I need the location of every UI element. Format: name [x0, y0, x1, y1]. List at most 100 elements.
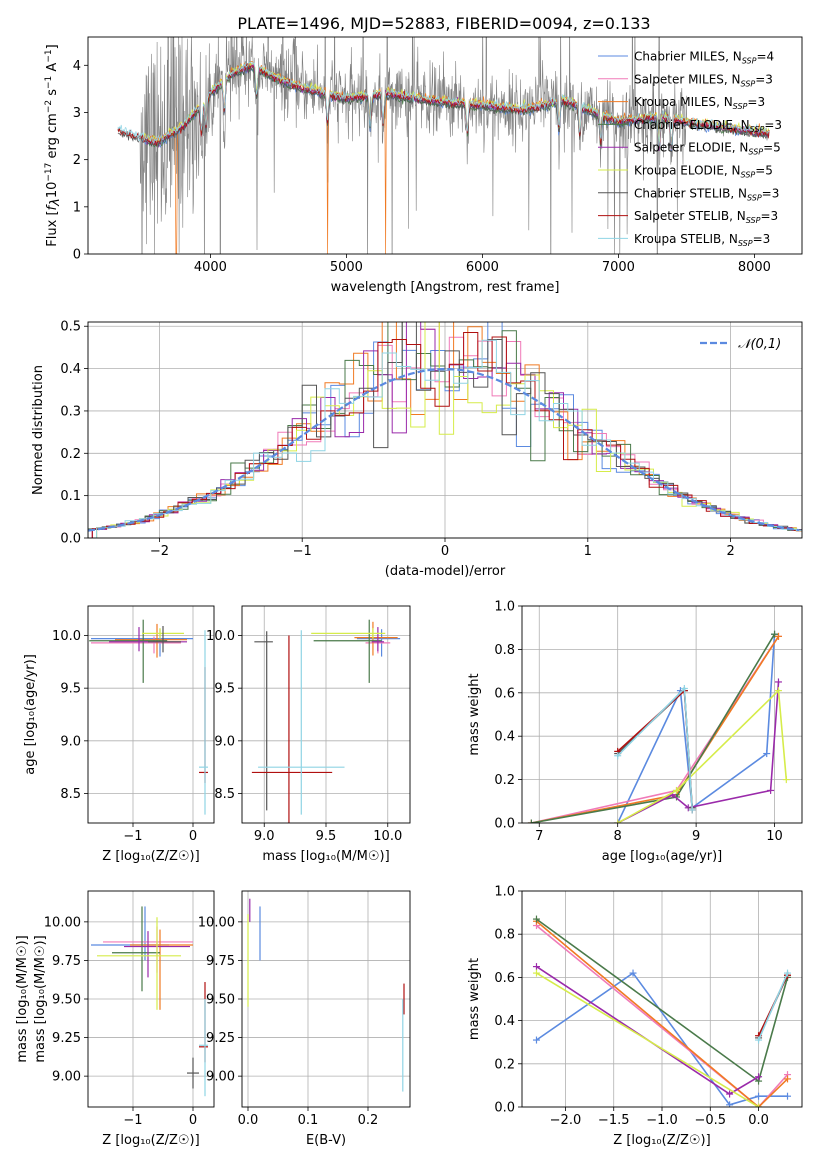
legend-label: Salpeter ELODIE, NSSP=5 [634, 141, 781, 157]
weight-marker [774, 687, 782, 695]
x-tick-label: 0.0 [748, 1113, 769, 1128]
x-tick-label: 10.0 [373, 829, 402, 844]
weight-marker [527, 819, 535, 823]
y-tick-label: 9.50 [52, 993, 81, 1008]
y-tick-label: 0.3 [60, 404, 81, 419]
legend-name: Kroupa ELODIE [634, 164, 724, 178]
y-tick-label: 0.8 [494, 643, 515, 658]
legend-label: Kroupa ELODIE, NSSP=5 [634, 164, 773, 180]
x-tick-label: 2 [726, 544, 734, 559]
legend-ssp-subscript: SSP [741, 79, 756, 88]
legend-name: Chabrier STELIB [634, 186, 730, 200]
weight-series-line [617, 688, 693, 811]
y-axis-label: Flux [fλ10−17 erg cm−2 s−1 A−1] [44, 44, 63, 246]
legend-n-value: 3 [771, 209, 779, 223]
y-label-part: erg cm [45, 113, 60, 162]
y-tick-label: 0.2 [494, 773, 515, 788]
weight-marker [784, 1092, 792, 1100]
legend-n-prefix: , N [732, 141, 749, 155]
legend-ssp-subscript: SSP [738, 239, 753, 248]
axes-frame [87, 605, 215, 824]
y-tick-label: 8.5 [60, 787, 81, 802]
errorbar-point [199, 630, 208, 815]
errorbar-point [130, 929, 193, 1010]
y-tick-label: 2 [73, 153, 81, 168]
legend-n-value: 5 [765, 164, 773, 178]
legend-n-value: 4 [767, 50, 775, 64]
y-label-part: f [45, 203, 60, 210]
x-tick-label: 0.0 [238, 1113, 259, 1128]
x-axis-label: mass [log₁₀(M/M☉)] [262, 849, 389, 864]
legend-ssp-subscript: SSP [750, 125, 765, 134]
plot-area [91, 906, 208, 1097]
x-tick-label: −1.5 [598, 1113, 630, 1128]
residual-histogram-step [88, 322, 802, 538]
weight-series-line [536, 965, 760, 1095]
y-label-part: ] [45, 44, 60, 49]
y-tick-label: 9.00 [52, 1070, 81, 1085]
legend-label: Chabrier MILES, NSSP=4 [634, 50, 774, 66]
x-tick-label: −1 [123, 829, 142, 844]
weight-marker [767, 786, 775, 794]
legend-eq: = [747, 95, 757, 109]
weight-series-line [531, 635, 780, 823]
legend-label: Chabrier ELODIE, NSSP=3 [634, 118, 782, 134]
y-axis-label: Normed distribution [31, 365, 46, 495]
weight-marker [771, 630, 779, 638]
y-tick-label: 9.25 [52, 1031, 81, 1046]
y-tick-label: 0.0 [60, 532, 81, 547]
plot-area [251, 619, 401, 823]
legend-ssp-subscript: SSP [733, 102, 748, 111]
y-label-part: λ [48, 198, 63, 207]
errorbar-point [89, 619, 168, 683]
legend-label: Kroupa STELIB, NSSP=3 [634, 232, 770, 248]
legend-ssp-subscript: SSP [746, 216, 761, 225]
x-tick-label: 0 [441, 544, 449, 559]
weight-marker [755, 1092, 763, 1100]
panel-age_vs_Z: −1 0 8.5 9.0 9.5 10.0 Z [log₁₀(Z/Z☉)] age [log₁… [23, 605, 215, 864]
x-tick-label: 9.0 [254, 829, 275, 844]
x-tick-label: 9.5 [316, 829, 337, 844]
y-label-part: −1 [44, 49, 54, 62]
x-axis-label: Z [log₁₀(Z/Z☉)] [102, 849, 199, 864]
panel-weight_vs_Z: −2.0 −1.5 −1.0 −0.5 0.0 0.0 0.2 0.4 0.6 0.8 1.0 Z [… [467, 885, 803, 1148]
panel-weight_vs_age: 7 8 9 10 0.0 0.2 0.4 0.6 0.8 1.0 age [log₁₀(age/yr… [467, 600, 803, 864]
y-tick-label: 9.75 [206, 954, 235, 969]
legend-name: Chabrier MILES [634, 50, 725, 64]
legend-n-value: 3 [757, 95, 765, 109]
legend-label: Chabrier STELIB, NSSP=3 [634, 186, 779, 202]
y-tick-label: 1 [73, 200, 81, 215]
panel-spectrum: 4000 5000 6000 7000 8000 0 1 2 3 4 wavelength [Ang… [44, 36, 803, 295]
x-tick-label: 0.2 [358, 1113, 379, 1128]
y-tick-label: 9.25 [206, 1031, 235, 1046]
panel-mass_vs_ebv: 0.0 0.1 0.2 9.00 9.25 9.50 9.75 10.00 E(B-V) [198, 890, 411, 1148]
y-tick-label: 8.5 [214, 787, 235, 802]
y-tick-label: 0.6 [494, 686, 515, 701]
legend-n-value: 3 [765, 72, 773, 86]
y-axis-label: age [log₁₀(age/yr)] [23, 654, 38, 775]
plot-area [527, 630, 790, 823]
errorbar-point [313, 619, 382, 683]
x-tick-label: 4000 [194, 260, 227, 275]
x-tick-label: 6000 [466, 260, 499, 275]
legend-n-prefix: , N [716, 95, 733, 109]
y-tick-label: 9.5 [214, 682, 235, 697]
y-tick-label: 0.2 [60, 447, 81, 462]
y-tick-label: 10.00 [44, 915, 81, 930]
weight-marker [629, 969, 637, 977]
weight-marker [614, 752, 622, 760]
y-label-part: −1 [44, 76, 54, 89]
errorbar-point [254, 631, 273, 811]
legend-n-prefix: , N [724, 72, 741, 86]
weight-series-line [757, 972, 789, 1041]
observed-spectrum-line [117, 37, 770, 254]
legend-name: Chabrier ELODIE [634, 118, 733, 132]
weight-marker [774, 678, 782, 686]
plot-area [532, 915, 792, 1107]
x-tick-label: 1 [584, 544, 592, 559]
axes-frame [521, 605, 803, 824]
errorbar-point [371, 627, 385, 652]
y-label-part: −17 [44, 163, 54, 182]
x-axis-label: Z [log₁₀(Z/Z☉)] [102, 1133, 199, 1148]
y-tick-label: 0.8 [494, 928, 515, 943]
